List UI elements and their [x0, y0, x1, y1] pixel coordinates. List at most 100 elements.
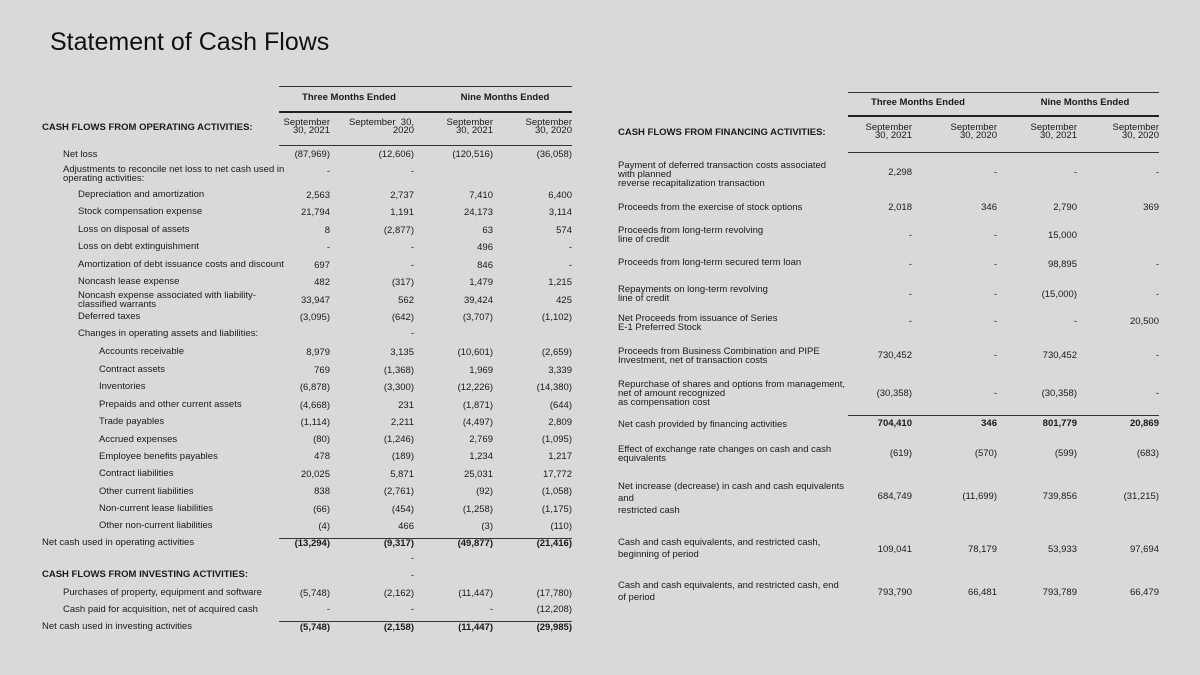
cell-value: 20,500 [1129, 316, 1159, 327]
row-label: Contract liabilities [99, 468, 174, 479]
cell-value: - [1155, 350, 1159, 361]
cell-value: (1,368) [383, 365, 414, 376]
row-label: Effect of exchange rate changes on cash … [618, 444, 832, 464]
cell-value: - [1155, 388, 1159, 399]
cell-value: 496 [477, 242, 493, 253]
cell-value: 1,217 [548, 451, 572, 462]
cell-value: 24,173 [463, 207, 493, 218]
row-label: Noncash lease expense [78, 276, 180, 287]
cell-value: 66,479 [1129, 587, 1159, 598]
cell-value: - [908, 289, 912, 300]
column-header: September 30, 2020 [525, 117, 572, 136]
row-label: Stock compensation expense [78, 206, 203, 217]
cell-value: 704,410 [877, 418, 912, 429]
cell-value: 39,424 [463, 295, 493, 306]
cell-value: 1,479 [469, 277, 493, 288]
row-label: Cash paid for acquisition, net of acquir… [63, 604, 258, 615]
cell-value: - [410, 166, 414, 177]
cell-value: (619) [889, 448, 912, 459]
cell-value: (2,761) [383, 486, 414, 497]
cell-value: (317) [391, 277, 414, 288]
row-label: Noncash expense associated with liabilit… [78, 290, 256, 310]
row-label: Proceeds from long-term secured term loa… [618, 257, 802, 268]
column-header: September 30, 2020 [1112, 122, 1159, 141]
page-title: Statement of Cash Flows [50, 28, 330, 56]
cell-value: (5,748) [299, 588, 330, 599]
row-label: CASH FLOWS FROM INVESTING ACTIVITIES: [42, 569, 249, 580]
row-label: Non-current lease liabilities [99, 503, 214, 514]
group-header: Nine Months Ended [1040, 97, 1130, 108]
row-label: Net cash used in investing activities [42, 621, 192, 632]
cell-value: (3,707) [462, 312, 493, 323]
cell-value: (642) [391, 312, 414, 323]
cell-value: 15,000 [1047, 230, 1077, 241]
column-header: September 30, 2020 [950, 122, 997, 141]
cell-value: 98,895 [1047, 259, 1077, 270]
cell-value: - [326, 604, 330, 615]
cell-value: 1,234 [469, 451, 493, 462]
cell-value: - [568, 260, 572, 271]
cell-value: 346 [981, 418, 997, 429]
cell-value: (30,358) [876, 388, 912, 399]
section-heading: CASH FLOWS FROM FINANCING ACTIVITIES: [618, 127, 826, 138]
row-label: Other non-current liabilities [99, 520, 213, 531]
row-label: Cash and cash equivalents, and restricte… [618, 537, 821, 560]
cell-value: 369 [1143, 202, 1159, 213]
cell-value: (1,114) [300, 417, 330, 428]
cell-value: 97,694 [1129, 544, 1159, 555]
cell-value: 5,871 [390, 469, 414, 480]
column-header: September 30, 2021 [446, 117, 493, 136]
cell-value: (36,058) [536, 149, 572, 160]
row-label: Repayments on long-term revolving line o… [618, 284, 768, 304]
cell-value: 2,769 [469, 434, 493, 445]
cell-value: 3,135 [390, 347, 414, 358]
rule [279, 145, 572, 146]
cell-value: 2,563 [306, 190, 330, 201]
cell-value: - [993, 388, 997, 399]
row-label: Net increase (decrease) in cash and cash… [618, 481, 845, 516]
cell-value: (21,416) [536, 538, 572, 549]
rule [848, 152, 1159, 153]
cell-value: 63 [482, 225, 493, 236]
cell-value: (15,000) [1041, 289, 1077, 300]
rule [848, 92, 1159, 93]
row-label: Depreciation and amortization [78, 189, 205, 200]
cell-value: 793,790 [877, 587, 912, 598]
cell-value: - [489, 604, 493, 615]
cell-value: 231 [398, 400, 414, 411]
row-label: Other current liabilities [99, 486, 194, 497]
cell-value: 78,179 [967, 544, 997, 555]
cell-value: - [993, 167, 997, 178]
cell-value: - [410, 570, 414, 581]
cell-value: 730,452 [1042, 350, 1077, 361]
row-label: Proceeds from the exercise of stock opti… [618, 202, 803, 213]
cell-value: (3,095) [299, 312, 330, 323]
cell-value: (49,877) [457, 538, 493, 549]
cell-value: (2,162) [383, 588, 414, 599]
cell-value: 2,737 [390, 190, 414, 201]
cell-value: 7,410 [469, 190, 493, 201]
cell-value: (1,095) [541, 434, 572, 445]
row-label: Trade payables [99, 416, 165, 427]
cell-value: - [1155, 289, 1159, 300]
row-label: Employee benefits payables [99, 451, 218, 462]
cell-value: 20,025 [300, 469, 330, 480]
cell-value: (29,985) [536, 622, 572, 633]
cell-value: (11,447) [458, 588, 493, 599]
cell-value: 2,211 [390, 417, 414, 428]
total-rule [848, 415, 1159, 416]
cell-value: 3,114 [548, 207, 572, 218]
row-label: Proceeds from long-term revolving line o… [618, 225, 764, 245]
cell-value: 793,789 [1042, 587, 1077, 598]
cell-value: (10,601) [457, 347, 493, 358]
cell-value: - [410, 260, 414, 271]
group-header: Nine Months Ended [460, 92, 550, 103]
row-label: Accrued expenses [99, 434, 178, 445]
cell-value: 20,869 [1129, 418, 1159, 429]
cell-value: 466 [398, 521, 414, 532]
row-label: Cash and cash equivalents, and restricte… [618, 580, 839, 603]
row-label: Purchases of property, equipment and sof… [63, 587, 262, 598]
cell-value: (3,300) [383, 382, 414, 393]
cell-value: - [568, 242, 572, 253]
cell-value: 8 [324, 225, 330, 236]
